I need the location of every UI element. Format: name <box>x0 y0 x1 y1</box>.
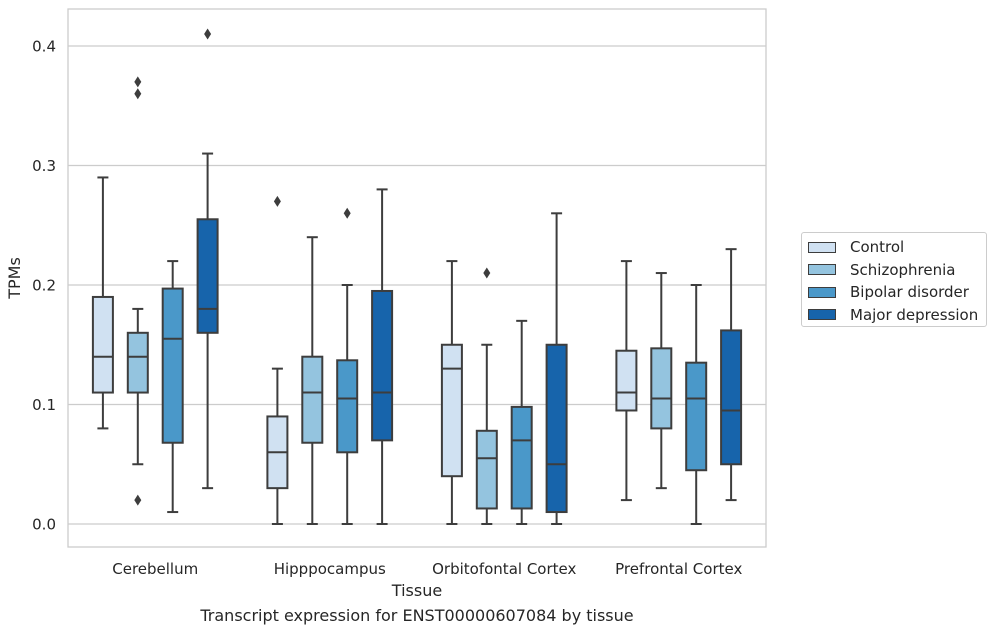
box-schizophrenia <box>475 267 498 525</box>
legend-swatch <box>808 309 836 321</box>
box-iqr <box>615 349 638 412</box>
box-schizophrenia <box>126 76 149 506</box>
box-iqr <box>545 343 568 514</box>
legend-item: Major depression <box>808 304 986 327</box>
outlier-point <box>134 76 142 88</box>
box-iqr <box>161 287 184 444</box>
y-tick-labels: 0.0 0.1 0.2 0.3 0.4 <box>32 38 56 534</box>
y-tick-label: 0.2 <box>32 277 56 295</box>
box-control <box>615 260 638 502</box>
box-control <box>440 260 463 525</box>
x-tick-label: Hipppocampus <box>274 560 386 578</box>
box-bipolar-disorder <box>336 207 359 525</box>
box-schizophrenia <box>650 272 673 490</box>
plot-frame <box>67 8 767 548</box>
legend-label: Schizophrenia <box>850 260 956 279</box>
legend-item: Bipolar disorder <box>808 281 986 304</box>
outlier-point <box>273 195 281 207</box>
box-bipolar-disorder <box>685 284 708 525</box>
box-bipolar-disorder <box>510 319 533 525</box>
legend-swatch <box>808 286 836 298</box>
box-iqr <box>650 347 673 430</box>
x-tick-label: Orbitofontal Cortex <box>432 560 576 578</box>
y-tick-label: 0.0 <box>32 516 56 534</box>
legend-item: Control <box>808 236 986 259</box>
legend-item: Schizophrenia <box>808 259 986 282</box>
x-axis-label: Tissue <box>391 581 442 600</box>
box-major-depression <box>545 212 568 525</box>
outlier-point <box>483 267 491 279</box>
grid-lines <box>68 45 766 525</box>
y-tick-label: 0.3 <box>32 157 56 175</box>
box-bipolar-disorder <box>161 260 184 514</box>
outlier-point <box>343 207 351 219</box>
box-major-depression <box>371 188 394 525</box>
figure-caption: Transcript expression for ENST0000060708… <box>200 606 634 625</box>
box-schizophrenia <box>301 236 324 525</box>
outlier-point <box>134 88 142 100</box>
legend-swatch <box>808 241 836 253</box>
x-tick-label: Cerebellum <box>112 560 198 578</box>
x-tick-labels: Cerebellum Hipppocampus Orbitofontal Corte… <box>112 560 742 578</box>
box-iqr <box>91 295 114 394</box>
y-tick-label: 0.4 <box>32 38 56 56</box>
y-tick-label: 0.1 <box>32 396 56 414</box>
legend-label: Bipolar disorder <box>850 283 969 302</box>
y-axis-label: TPMs <box>5 257 24 300</box>
box-iqr <box>371 289 394 442</box>
box-major-depression <box>720 248 743 502</box>
boxes <box>91 28 743 525</box>
outlier-point <box>134 494 142 506</box>
box-iqr <box>440 343 463 478</box>
outlier-point <box>204 28 212 40</box>
box-iqr <box>685 361 708 472</box>
box-control <box>266 195 289 525</box>
legend-label: Control <box>850 238 905 257</box>
box-control <box>91 176 114 430</box>
box-iqr <box>301 355 324 444</box>
x-tick-label: Prefrontal Cortex <box>615 560 742 578</box>
box-iqr <box>510 405 533 510</box>
box-iqr <box>126 331 149 394</box>
legend-label: Major depression <box>850 305 979 324</box>
box-iqr <box>196 218 219 334</box>
box-iqr <box>475 429 498 510</box>
box-iqr <box>336 359 359 454</box>
box-iqr <box>720 329 743 466</box>
box-major-depression <box>196 28 219 490</box>
legend-swatch <box>808 264 836 276</box>
legend: Control Schizophrenia Bipolar disorder Majo… <box>801 232 987 327</box>
